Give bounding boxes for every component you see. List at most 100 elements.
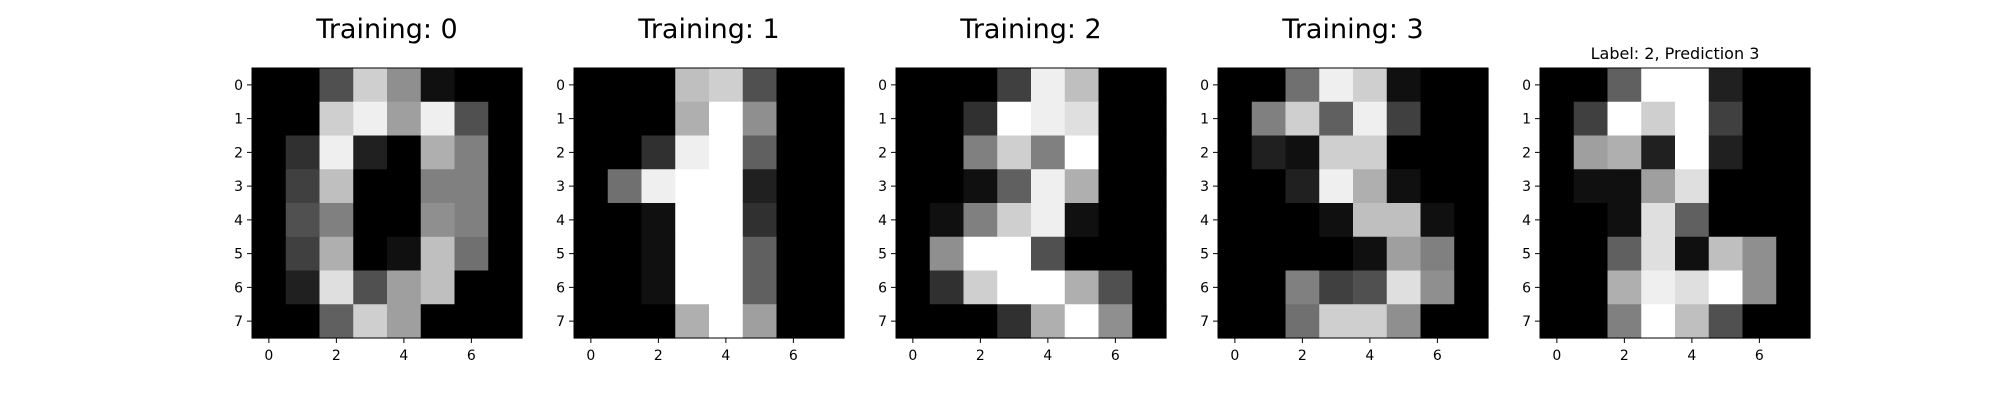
pixel-cell bbox=[353, 304, 388, 339]
x-tick-label: 2 bbox=[654, 348, 663, 364]
pixel-cell bbox=[929, 135, 965, 170]
pixel-cell bbox=[1251, 304, 1287, 339]
pixel-cell bbox=[810, 203, 845, 238]
pixel-cell bbox=[776, 169, 811, 204]
y-tick-label: 1 bbox=[556, 112, 565, 128]
pixel-cell bbox=[1031, 236, 1066, 272]
y-tick-label: 0 bbox=[1200, 78, 1209, 94]
pixel-cell bbox=[1454, 203, 1489, 238]
pixel-cell bbox=[420, 203, 456, 238]
y-tick-label: 4 bbox=[234, 213, 243, 229]
axes-frame bbox=[895, 67, 1167, 339]
pixel-cell bbox=[1420, 101, 1455, 137]
y-tick-label: 2 bbox=[1200, 145, 1209, 161]
x-tick-label: 4 bbox=[721, 348, 730, 364]
pixel-cell bbox=[488, 203, 523, 238]
pixel-cell bbox=[929, 304, 965, 339]
pixel-cell bbox=[1641, 304, 1676, 339]
pixel-cell bbox=[1573, 68, 1609, 103]
pixel-cell bbox=[285, 236, 321, 272]
pixel-cell bbox=[1540, 270, 1575, 305]
pixel-cell bbox=[1641, 135, 1676, 170]
y-tick-label: 2 bbox=[1522, 145, 1531, 161]
y-tick-label: 2 bbox=[878, 145, 887, 161]
pixel-cell bbox=[709, 101, 744, 137]
pixel-cell bbox=[1251, 169, 1287, 204]
panel-title: Training: 2 bbox=[959, 14, 1101, 45]
pixel-cell bbox=[1540, 203, 1575, 238]
pixel-cell bbox=[1641, 169, 1676, 204]
pixel-cell bbox=[1064, 101, 1100, 137]
pixel-cell bbox=[1031, 135, 1066, 170]
pixel-cell bbox=[1708, 101, 1744, 137]
pixel-cell bbox=[1675, 304, 1710, 339]
pixel-cell bbox=[810, 270, 845, 305]
x-tick-label: 0 bbox=[1230, 348, 1239, 364]
pixel-cell bbox=[1251, 68, 1287, 103]
pixel-cell bbox=[319, 304, 354, 339]
pixel-cell bbox=[454, 68, 489, 103]
pixel-cell bbox=[420, 101, 456, 137]
digit-panel: Training: 3 0 1 2 3 4 5 6 7 0 2 4 6 bbox=[1200, 14, 1489, 364]
pixel-cell bbox=[1218, 270, 1253, 305]
pixel-cell bbox=[353, 203, 388, 238]
pixel-cell bbox=[963, 304, 998, 339]
pixel-cell bbox=[742, 304, 778, 339]
pixel-cell bbox=[1218, 68, 1253, 103]
pixel-cell bbox=[1540, 169, 1575, 204]
y-tick-label: 1 bbox=[234, 112, 243, 128]
pixel-cell bbox=[1064, 304, 1100, 339]
pixel-cell bbox=[641, 304, 676, 339]
axes-frame bbox=[251, 67, 523, 339]
pixel-cell bbox=[1607, 270, 1642, 305]
pixel-cell bbox=[1353, 270, 1388, 305]
pixel-cell bbox=[488, 101, 523, 137]
pixel-cell bbox=[1031, 68, 1066, 103]
pixel-cell bbox=[607, 68, 643, 103]
pixel-cell bbox=[1573, 270, 1609, 305]
pixel-cell bbox=[1708, 236, 1744, 272]
pixel-cell bbox=[997, 135, 1032, 170]
pixel-cell bbox=[675, 101, 710, 137]
pixel-cell bbox=[1607, 304, 1642, 339]
pixel-cell bbox=[353, 270, 388, 305]
pixel-cell bbox=[1132, 135, 1167, 170]
pixel-cell bbox=[810, 304, 845, 339]
digit-panel: Label: 2, Prediction 3 0 1 2 3 4 5 6 7 0 2 4 6 bbox=[1522, 44, 1811, 364]
pixel-cell bbox=[641, 203, 676, 238]
pixel-cell bbox=[387, 270, 422, 305]
pixel-cell bbox=[607, 304, 643, 339]
pixel-cell bbox=[353, 101, 388, 137]
pixel-cell bbox=[353, 236, 388, 272]
pixel-cell bbox=[454, 203, 489, 238]
pixel-cell bbox=[1251, 203, 1287, 238]
pixel-cell bbox=[1218, 236, 1253, 272]
y-tick-label: 4 bbox=[1200, 213, 1209, 229]
y-tick-label: 3 bbox=[878, 179, 887, 195]
pixel-cell bbox=[420, 304, 456, 339]
x-tick-label: 6 bbox=[1755, 348, 1764, 364]
pixel-cell bbox=[1218, 135, 1253, 170]
pixel-cell bbox=[387, 101, 422, 137]
pixel-cell bbox=[607, 101, 643, 137]
pixel-cell bbox=[1454, 68, 1489, 103]
pixel-cell bbox=[1675, 236, 1710, 272]
y-tick-label: 1 bbox=[1200, 112, 1209, 128]
pixel-cell bbox=[896, 203, 931, 238]
pixel-cell bbox=[420, 169, 456, 204]
pixel-cell bbox=[1031, 101, 1066, 137]
pixel-cell bbox=[1742, 270, 1777, 305]
pixel-cell bbox=[319, 101, 354, 137]
pixel-cell bbox=[574, 101, 609, 137]
pixel-cell bbox=[1098, 135, 1133, 170]
y-tick-label: 6 bbox=[556, 280, 565, 296]
pixel-cell bbox=[1420, 203, 1455, 238]
pixel-cell bbox=[742, 169, 778, 204]
pixel-cell bbox=[1776, 304, 1811, 339]
pixel-cell bbox=[1353, 169, 1388, 204]
y-tick-label: 1 bbox=[878, 112, 887, 128]
pixel-cell bbox=[675, 169, 710, 204]
pixel-cell bbox=[1353, 203, 1388, 238]
pixel-cell bbox=[675, 135, 710, 170]
